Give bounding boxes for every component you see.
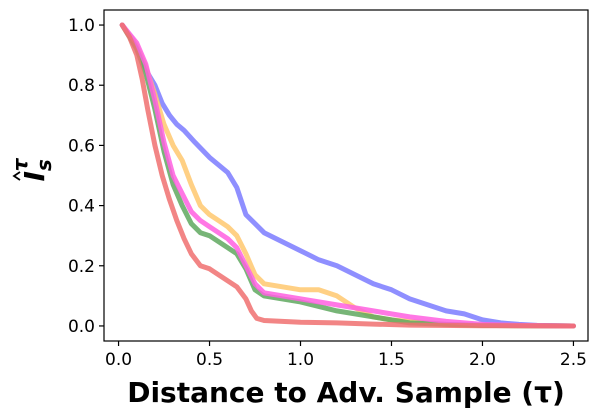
series-line-5 xyxy=(119,22,576,329)
series-line-1 xyxy=(119,22,576,329)
y-tick-label: 0.4 xyxy=(68,197,95,217)
svg-text:Isτ: Isτ xyxy=(8,157,56,181)
plot-frame xyxy=(103,9,589,342)
x-tick-label: 1.5 xyxy=(378,350,405,370)
y-axis-label-main: I xyxy=(18,171,51,181)
x-tick-label: 0.5 xyxy=(196,350,223,370)
y-tick-label: 1.0 xyxy=(68,16,95,36)
x-tick-label: 1.0 xyxy=(287,350,314,370)
axis-ticks: 0.0 0.5 1.0 1.5 2.0 2.5 0.0 0.2 0.4 0.6 0.8 1.0 xyxy=(68,16,587,370)
x-tick-label: 2.0 xyxy=(469,350,496,370)
series-lines xyxy=(119,22,576,329)
series-line-2 xyxy=(119,22,576,329)
series-line-4 xyxy=(119,22,576,329)
x-tick-label: 2.5 xyxy=(560,350,587,370)
y-axis-label-hat xyxy=(12,171,21,181)
x-axis-label: Distance to Adv. Sample (τ) xyxy=(127,376,565,409)
y-axis-label-sup: τ xyxy=(8,157,32,171)
y-tick-label: 0.8 xyxy=(68,76,95,96)
y-axis-label-sub: s xyxy=(32,159,56,171)
y-tick-label: 0.2 xyxy=(68,257,95,277)
y-tick-label: 0.6 xyxy=(68,136,95,156)
y-tick-label: 0.0 xyxy=(68,317,95,337)
y-axis-label: Isτ xyxy=(8,157,56,181)
x-tick-label: 0.0 xyxy=(105,350,132,370)
